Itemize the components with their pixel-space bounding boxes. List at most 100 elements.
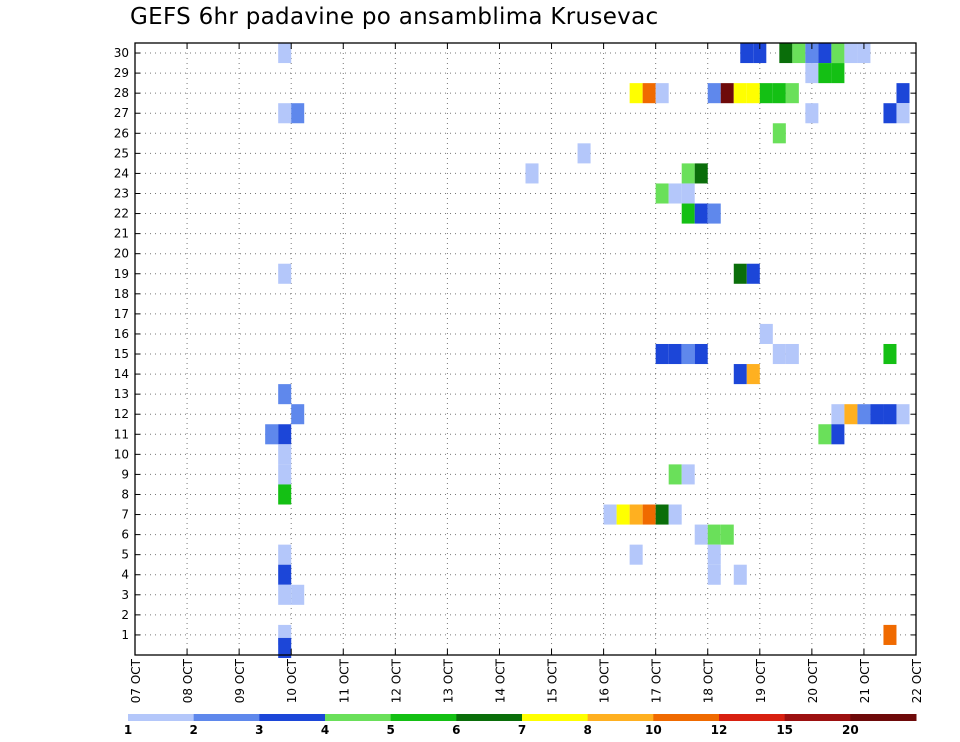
heatmap-cell [805,63,819,84]
heatmap-cell [785,343,799,365]
y-tick-label: 11 [114,427,129,441]
x-axis: 07 OCT 08 OCT 09 OCT 10 OCT 11 OCT 12 OCT 13 O… [129,43,924,703]
y-tick-label: 12 [114,407,129,421]
heatmap-cell [818,63,832,84]
heatmap-cell [772,343,786,365]
heatmap-cell [831,43,845,64]
heatmap-cell [759,323,773,344]
y-tick-label: 22 [114,207,129,221]
heatmap-cell [603,504,617,525]
heatmap-cell [759,83,773,104]
heatmap-cell [733,364,747,385]
heatmap-cell [740,43,754,64]
heatmap-cell [746,263,760,284]
heatmap-cell [291,103,305,124]
heatmap-cell [883,404,897,425]
heatmap-cell [265,424,279,445]
heatmap-cell [278,464,292,485]
heatmap-cell [655,83,669,104]
heatmap-cell [883,103,897,124]
heatmap-cell [278,263,292,284]
y-tick-label: 28 [114,86,129,100]
heatmap-cell [818,43,832,64]
heatmap-cell [694,524,708,545]
y-tick-label: 26 [114,126,129,140]
x-tick-label: 07 OCT [129,658,143,703]
colorbar: 1 2 3 4 5 6 7 8 10 12 15 20 [124,714,917,737]
y-tick-label: 29 [114,66,129,80]
heatmap-cell [525,163,539,184]
colorbar-label: 8 [583,723,591,737]
x-tick-label: 16 OCT [598,658,612,703]
heatmap-cell [278,103,292,124]
colorbar-label: 4 [321,723,329,737]
heatmap-cell [668,464,682,485]
y-tick-label: 30 [114,46,129,60]
heatmap-cell [668,183,682,204]
heatmap-cell [857,404,871,425]
x-tick-label: 20 OCT [806,658,820,703]
y-tick-label: 17 [114,307,129,321]
x-tick-label: 15 OCT [546,658,560,703]
heatmap-cell [844,43,858,64]
x-tick-label: 17 OCT [650,658,664,703]
heatmap-cell [883,624,897,645]
heatmap-cell [694,203,708,224]
y-tick-label: 24 [114,166,129,180]
y-tick-label: 23 [114,186,129,200]
y-tick-label: 20 [114,247,129,261]
heatmap-cell [278,444,292,465]
y-tick-label: 21 [114,227,129,241]
colorbar-swatch [587,714,654,721]
heatmap-cell [694,343,708,365]
heatmap-cell [655,183,669,204]
colorbar-swatch [522,714,589,721]
x-tick-label: 13 OCT [441,658,455,703]
x-tick-label: 08 OCT [181,658,195,703]
heatmap-cell [681,163,695,184]
heatmap-cell [707,83,721,104]
plot-frame [134,42,917,656]
heatmap-cell [883,343,897,365]
colorbar-label: 10 [645,723,662,737]
colorbar-swatch [719,714,786,721]
heatmap-cell [655,343,669,365]
heatmap-cell [746,364,760,385]
heatmap-cell [681,343,695,365]
heatmap-cell [668,343,682,365]
heatmap-cell [642,83,656,104]
heatmap-cell [896,83,910,104]
heatmap-cell [629,504,643,525]
heatmap-cell [792,43,806,64]
heatmap-cell [772,83,786,104]
y-tick-label: 13 [114,387,129,401]
heatmap-cell [291,404,305,425]
x-tick-label: 18 OCT [702,658,716,703]
y-tick-label: 9 [121,467,129,481]
heatmap-cell [831,424,845,445]
heatmap-cell [681,464,695,485]
colorbar-swatch [193,714,260,721]
heatmap-cell [707,544,721,565]
heatmap-cell [616,504,630,525]
x-tick-label: 11 OCT [337,658,351,703]
colorbar-swatch [390,714,457,721]
heatmap-cell [896,103,910,124]
heatmap-cell [896,404,910,425]
colorbar-label: 6 [452,723,460,737]
y-tick-label: 1 [121,628,129,642]
heatmap-cell [746,83,760,104]
x-tick-label: 19 OCT [754,658,768,703]
heatmap-cell [642,504,656,525]
heatmap-cell [805,103,819,124]
x-tick-label: 22 OCT [910,658,924,703]
y-axis: 1234567891011121314151617181920212223242… [114,46,916,642]
colorbar-swatch [259,714,326,721]
heatmap-cell [655,504,669,525]
heatmap-cell [870,404,884,425]
heatmap-cell [278,384,292,405]
chart-title: GEFS 6hr padavine po ansamblima Krusevac [130,4,659,30]
heatmap-cell [733,263,747,284]
colorbar-label: 15 [776,723,793,737]
